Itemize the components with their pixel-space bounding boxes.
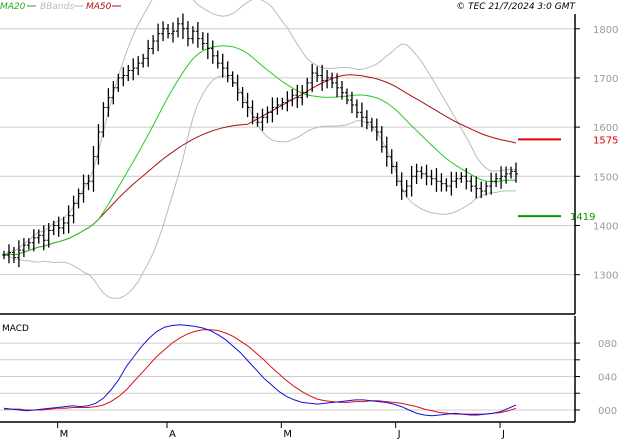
price-tick-label: 1600 — [593, 123, 618, 134]
month-tick-label: J — [397, 429, 401, 440]
support-level-label: 1419 — [570, 212, 595, 223]
resistance-level-label: 1575 — [593, 135, 618, 146]
macd-axis: 000 040 080 — [575, 339, 617, 417]
ma50-line — [3, 74, 517, 256]
month-tick-label: M — [60, 429, 69, 440]
macd-tick-label: 080 — [598, 339, 617, 350]
legend-bbands-label: BBands — [40, 2, 74, 12]
price-gridlines — [0, 28, 575, 276]
price-bars — [2, 13, 518, 268]
macd-tick-label: 000 — [598, 406, 617, 417]
price-axis: 1300 1400 1500 1600 1700 1800 — [575, 25, 618, 282]
macd-lines — [3, 324, 517, 417]
bband-upper-line — [3, 0, 517, 256]
bband-lower-line — [3, 74, 517, 299]
macd-line — [3, 324, 517, 417]
month-tick-label: M — [283, 429, 292, 440]
legend-ma20-label: MA20 — [0, 2, 26, 12]
month-tick-label: J — [501, 429, 505, 440]
chart-legend: MA20 BBands MA50 — [0, 2, 121, 12]
price-tick-label: 1300 — [593, 271, 618, 282]
bollinger-bands — [3, 0, 517, 299]
price-tick-label: 1500 — [593, 172, 618, 183]
month-tick-label: A — [169, 429, 176, 440]
macd-tick-label: 040 — [598, 373, 617, 384]
ma20-line — [3, 45, 517, 256]
price-tick-label: 1700 — [593, 74, 618, 85]
price-levels: 1575 1419 — [518, 135, 618, 223]
legend-ma50-label: MA50 — [86, 2, 112, 12]
macd-signal-line — [4, 329, 517, 415]
copyright-text: © TEC 21/7/2024 3:0 GMT — [456, 2, 576, 12]
price-tick-label: 1800 — [593, 25, 618, 36]
macd-panel-label: MACD — [2, 324, 29, 334]
moving-averages — [3, 45, 517, 256]
price-tick-label: 1400 — [593, 221, 618, 232]
macd-gridlines — [0, 342, 575, 411]
